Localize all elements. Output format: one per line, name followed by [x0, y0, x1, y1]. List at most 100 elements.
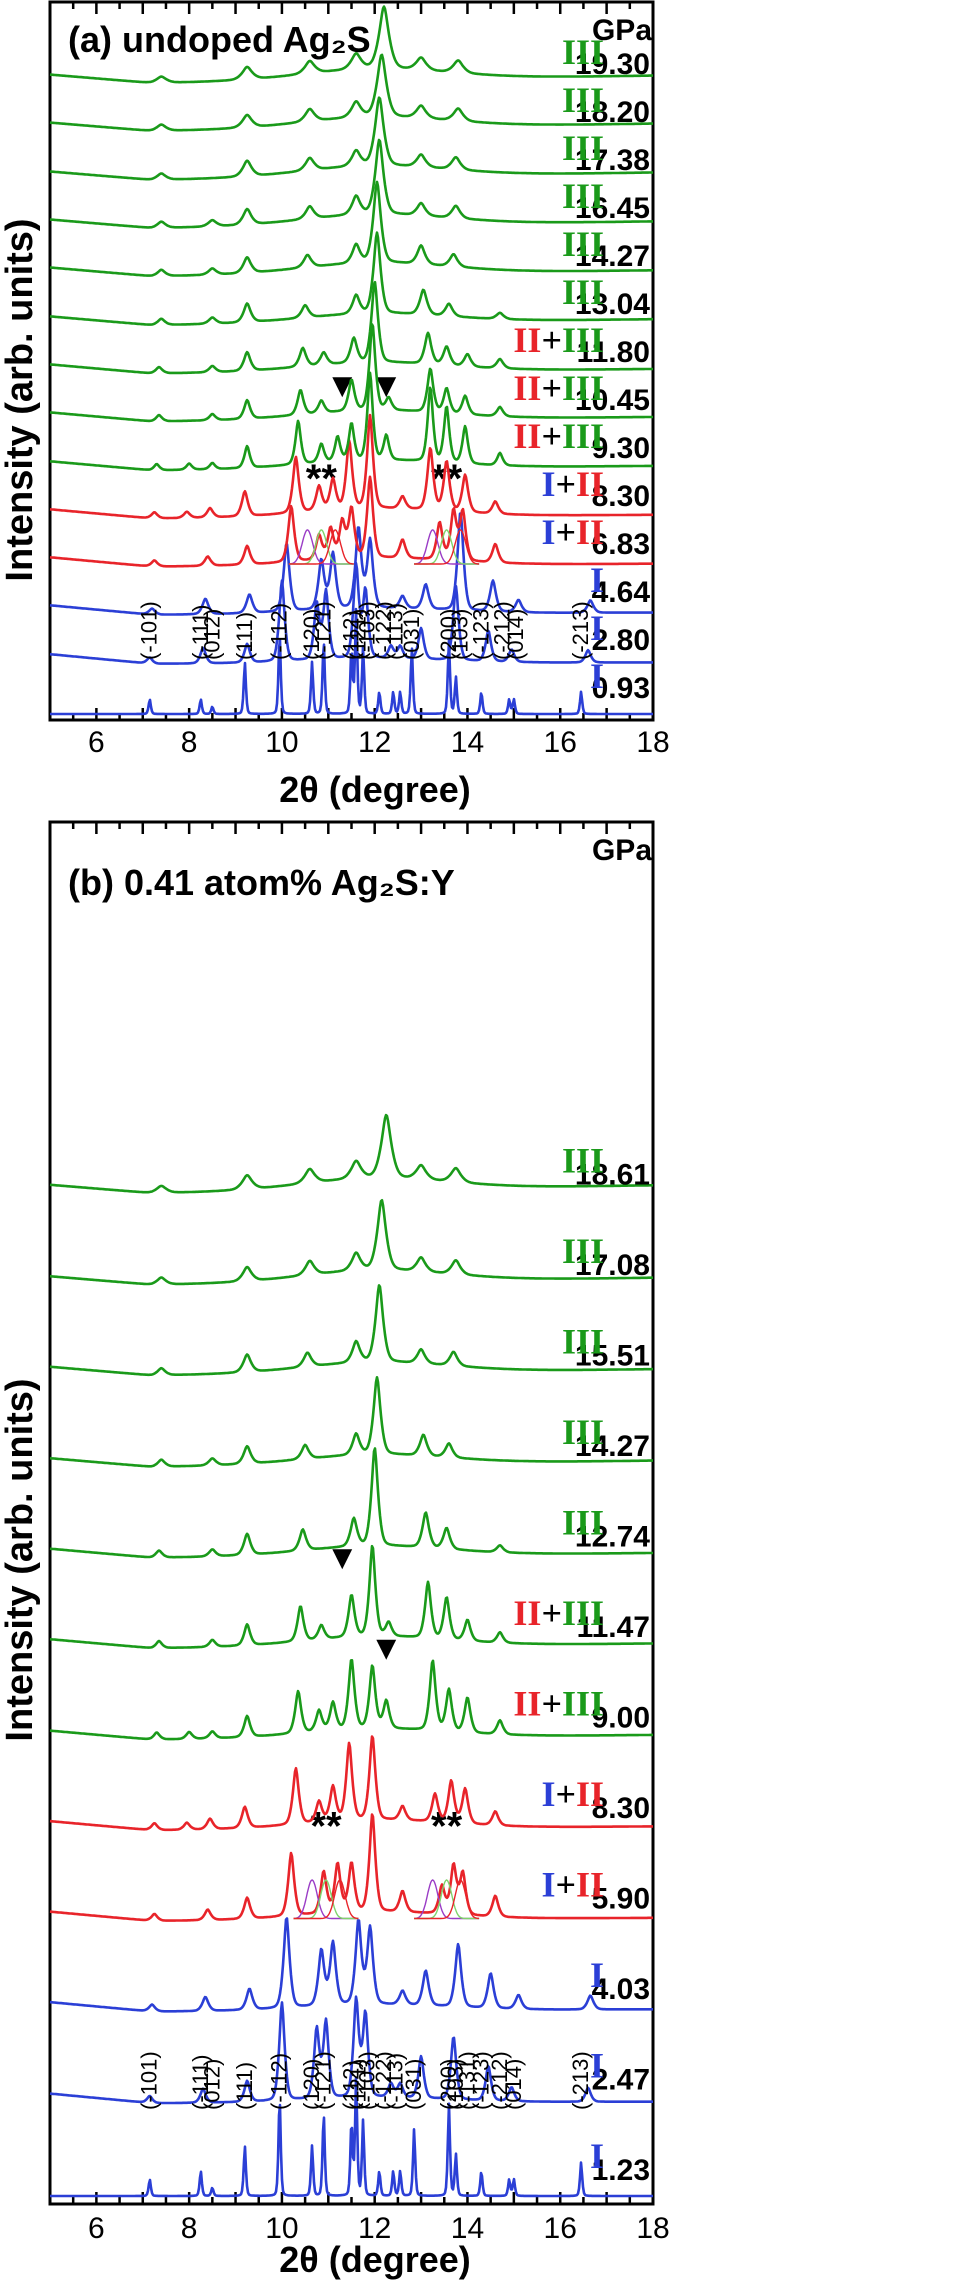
phase-II: II — [576, 1865, 604, 1905]
phase-plus: + — [541, 320, 562, 360]
pressure-label: 14.27 — [575, 1430, 650, 1463]
phase-label: I — [590, 608, 604, 648]
triangle-marker: ▼ — [376, 371, 396, 401]
phase-label: I+II — [541, 1774, 604, 1814]
phase-label: II+III — [513, 1593, 604, 1633]
phase-III: III — [562, 368, 604, 408]
phase-III: III — [562, 272, 604, 312]
phase-label: II+III — [513, 1684, 604, 1724]
phase-III: III — [562, 1593, 604, 1633]
phase-III: III — [562, 416, 604, 456]
phase-label: I — [590, 656, 604, 696]
phase-label: III — [562, 176, 604, 216]
hkl-label: (-122) — [371, 601, 396, 660]
pressure-label: 5.90 — [592, 1883, 650, 1916]
phase-III: III — [562, 1231, 604, 1271]
x-tick-label: 8 — [181, 2212, 198, 2245]
phase-plus: + — [541, 1593, 562, 1633]
trace-line — [49, 323, 654, 423]
trace-line — [49, 1659, 654, 1741]
trace-line — [49, 1917, 654, 2013]
pattern-0-93: 0.93I — [49, 607, 654, 716]
phase-II: II — [576, 464, 604, 504]
trace-line — [49, 1199, 654, 1286]
pattern-1-23: 1.23I — [49, 2076, 654, 2198]
trace-line — [49, 2076, 654, 2198]
pressure-label: 14.27 — [575, 240, 650, 273]
pressure-label: 4.03 — [592, 1973, 650, 2006]
phase-III: III — [562, 32, 604, 72]
pressure-label: 0.93 — [592, 672, 650, 705]
phase-II: II — [513, 368, 541, 408]
panel-b-unit: GPa — [592, 834, 652, 867]
phase-III: III — [562, 176, 604, 216]
phase-label: I+II — [541, 464, 604, 504]
hkl-label: (-123) — [468, 2051, 493, 2110]
phase-III: III — [562, 1322, 604, 1362]
trace-line — [49, 475, 654, 568]
fit-curve — [293, 1879, 359, 1920]
phase-plus: + — [541, 1684, 562, 1724]
fit-curve — [414, 529, 480, 565]
hkl-label: (200) — [436, 2059, 461, 2110]
hkl-label: (103) — [448, 609, 473, 660]
pressure-label: 8.30 — [592, 480, 650, 513]
phase-III: III — [562, 1684, 604, 1724]
trace-line — [49, 1113, 654, 1194]
x-tick-label: 6 — [88, 2212, 105, 2245]
pressure-label: 10.45 — [575, 384, 650, 417]
x-tick-label: 18 — [636, 2212, 669, 2245]
pressure-label: 17.08 — [575, 1249, 650, 1282]
panel-b: (b) 0.41 atom% Ag₂S:Y GPa 6 8 10 12 14 16 18 1… — [48, 820, 670, 2280]
phase-label: III — [562, 80, 604, 120]
hkl-label: (-103) — [355, 2051, 380, 2110]
phase-I: I — [541, 1774, 555, 1814]
phase-I: I — [590, 1955, 604, 1995]
phase-label: III — [562, 1141, 604, 1181]
trace-line — [49, 1284, 654, 1377]
phase-I: I — [541, 1865, 555, 1905]
hkl-label: (112) — [339, 2060, 364, 2110]
phase-label: III — [562, 1231, 604, 1271]
phase-label: III — [562, 1412, 604, 1452]
phase-plus: + — [555, 512, 576, 552]
pattern-2-80: 2.80I — [49, 561, 654, 665]
pressure-label: 17.38 — [575, 144, 650, 177]
phase-label: III — [562, 1503, 604, 1543]
phase-II: II — [513, 1593, 541, 1633]
pattern-2-47: 2.47I — [49, 1995, 654, 2105]
trace-line — [49, 371, 654, 472]
phase-I: I — [590, 656, 604, 696]
hkl-label: (-123) — [468, 601, 493, 660]
phase-III: III — [562, 80, 604, 120]
hkl-label: (-112) — [267, 2053, 292, 2110]
hkl-label: (-112) — [267, 603, 292, 660]
trace-line — [49, 1813, 654, 1922]
hkl-label: (111) — [232, 612, 257, 660]
phase-plus: + — [541, 416, 562, 456]
pressure-label: 2.47 — [592, 2064, 650, 2097]
x-tick-label: 12 — [358, 2212, 391, 2245]
trace-line — [49, 1735, 654, 1832]
x-tick-label: 8 — [181, 726, 198, 759]
hkl-label: (-101) — [137, 601, 162, 660]
hkl-label: (-103) — [355, 601, 380, 660]
pattern-8-30: 8.30I+II — [49, 413, 654, 520]
hkl-label: (-111) — [188, 605, 213, 660]
pattern-4-64: 4.64I — [49, 512, 654, 616]
phase-label: II+III — [513, 368, 604, 408]
trace-line — [49, 413, 654, 520]
hkl-label: (-121) — [311, 2051, 336, 2110]
hkl-label: (111) — [232, 2062, 257, 2110]
phase-label: I — [590, 2046, 604, 2086]
hkl-label: (031) — [399, 609, 424, 660]
